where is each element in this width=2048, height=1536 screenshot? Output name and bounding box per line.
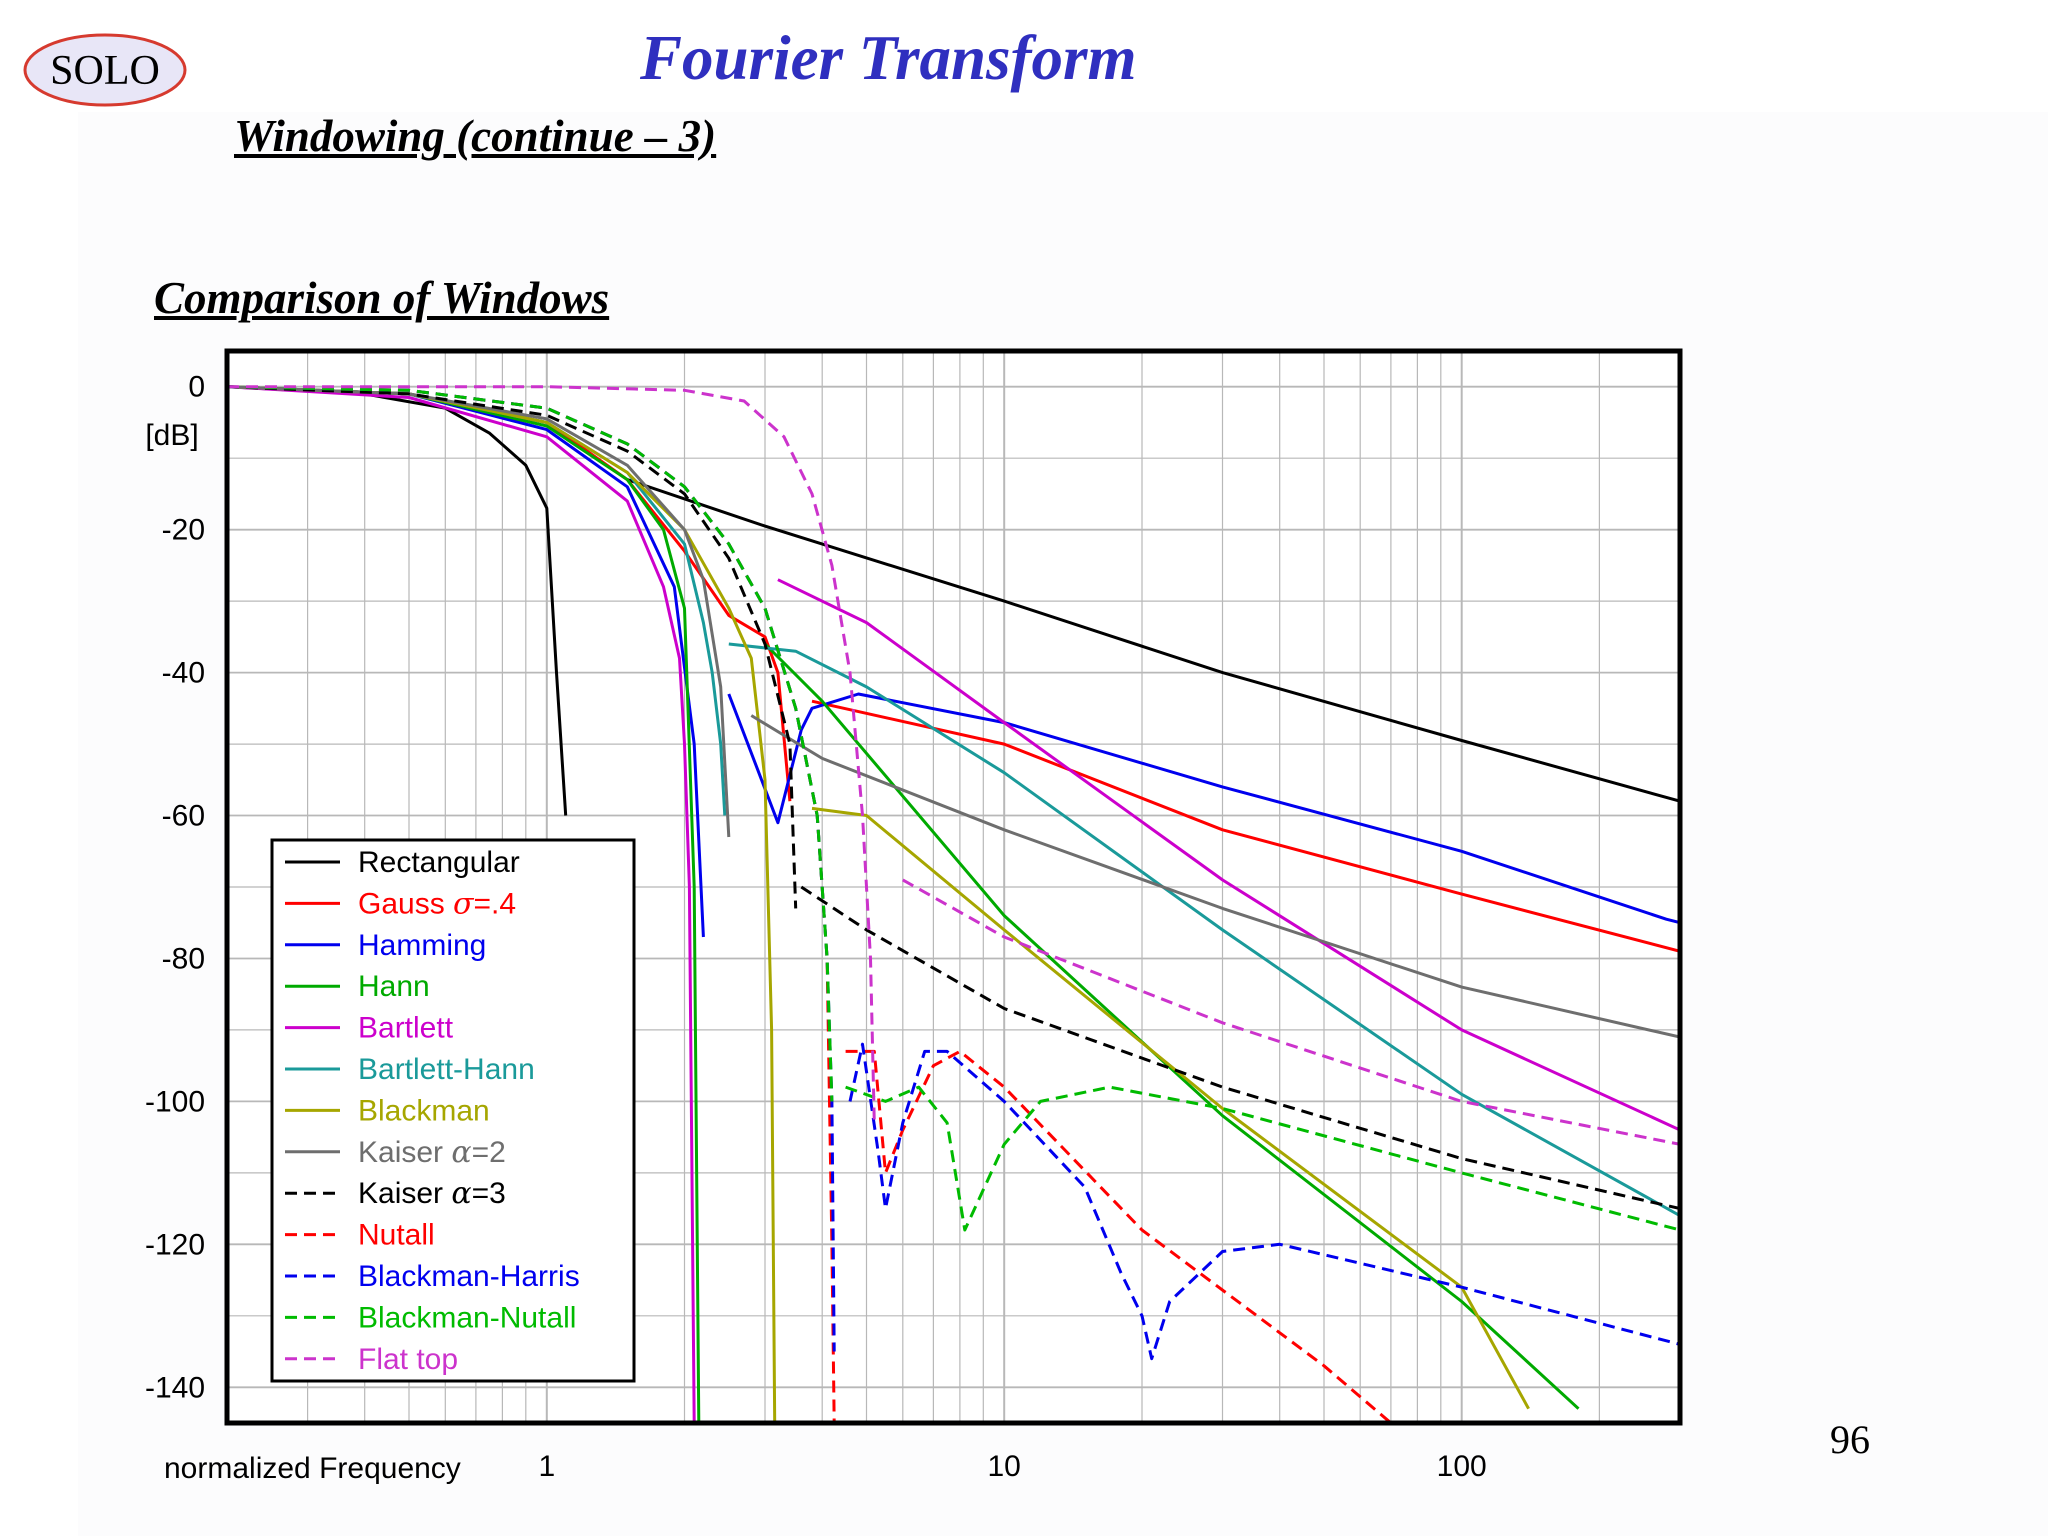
section-heading: Comparison of Windows [154,273,610,323]
y-tick-label: -80 [162,943,205,976]
series-line [777,578,1680,1132]
x-tick-label: 1 [538,1450,555,1483]
series-line [845,1085,1680,1232]
legend: Rectangular Gauss σ=.4 Hamming Hann Bartlett… [270,838,636,1383]
logo-text: SOLO [50,48,160,94]
y-tick-label: -120 [145,1228,205,1261]
solo-logo: SOLO [22,32,188,108]
legend-label: Bartlett-Hann [358,1053,535,1086]
series-line [626,478,1680,803]
legend-label: Blackman [358,1094,490,1127]
series-kaiser-2 [227,385,1680,1039]
series-bartlett [227,385,1680,1423]
y-tick-label: -20 [162,514,205,547]
series-line [845,1049,1392,1423]
series-line [763,642,1580,1410]
series-line [227,385,876,1123]
y-tick-label: 0 [188,371,205,404]
series-layer [227,385,1680,1423]
legend-label: Rectangular [358,846,520,879]
x-tick-label: 100 [1437,1450,1487,1483]
series-blackman-nutall [227,385,1680,1232]
series-line [750,714,1680,1039]
series-line [811,699,1680,953]
legend-label: Kaiser α=3 [358,1176,506,1211]
series-kaiser-3 [227,385,1680,1211]
legend-label: Blackman-Nutall [358,1301,576,1334]
series-line [227,385,834,1102]
legend-label: Nutall [358,1219,435,1252]
y-tick-label: -100 [145,1085,205,1118]
series-line [227,385,731,838]
series-line [800,885,1680,1211]
slide-subtitle: Windowing (continue – 3) [234,111,717,161]
legend-label: Hann [358,970,430,1003]
legend-label: Bartlett [358,1012,454,1045]
legend-label: Flat top [358,1343,458,1376]
logo-ellipse [23,33,187,107]
page-number: 96 [1830,1417,1870,1462]
series-line [811,806,1530,1410]
y-tick-labels: 0 -20 -40 -60 -80 -100 -120 -140 [145,371,205,1405]
y-axis-label: [dB] [145,419,198,452]
series-line [902,878,1680,1146]
legend-label: Kaiser α=2 [358,1135,506,1170]
legend-label: Blackman-Harris [358,1260,580,1293]
series-line [848,1042,1680,1361]
series-blackman [227,385,1530,1423]
series-line [728,642,1680,1218]
x-tick-labels: 1 10 100 [538,1450,1486,1483]
y-tick-label: -140 [145,1371,205,1404]
series-line [227,385,777,1423]
series-line [227,385,798,909]
series-flat-top [227,385,1680,1146]
y-tick-label: -60 [162,800,205,833]
slide-title: Fourier Transform [640,23,1137,93]
series-line [227,385,696,1423]
x-axis-label: normalized Frequency [164,1452,461,1485]
plot-frame [224,348,1683,1426]
y-tick-label: -40 [162,657,205,690]
legend-label: Hamming [358,929,486,962]
x-tick-label: 10 [988,1450,1021,1483]
legend-label: Gauss σ=.4 [358,886,516,921]
